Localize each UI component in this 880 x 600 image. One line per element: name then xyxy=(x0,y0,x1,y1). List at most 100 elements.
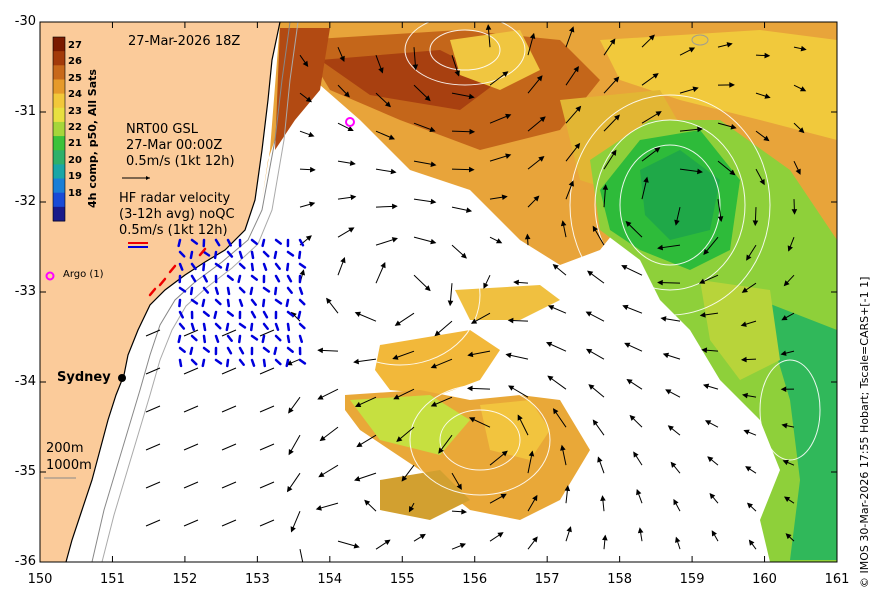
argo-legend-label: Argo (1) xyxy=(63,269,104,280)
current-arrow xyxy=(145,405,161,413)
hf-vector xyxy=(286,250,295,257)
current-arrow-head xyxy=(466,385,473,392)
current-arrow-head xyxy=(717,216,724,223)
current-arrow xyxy=(145,519,161,527)
current-arrow-head xyxy=(468,93,475,100)
current-arrow-head xyxy=(305,96,312,103)
current-arrow xyxy=(221,481,237,489)
hf-vector xyxy=(226,334,233,342)
cbar-tick: 18 xyxy=(68,187,82,199)
current-arrow-head xyxy=(711,530,717,537)
hf-vector xyxy=(225,262,230,272)
hf-vector xyxy=(238,346,245,355)
current-arrow-head xyxy=(752,220,759,227)
current-arrow-head xyxy=(597,456,603,463)
hf-vector xyxy=(250,310,257,319)
hf-vector xyxy=(201,298,206,308)
current-arrow-head xyxy=(763,135,770,142)
current-arrow-head xyxy=(600,495,606,502)
current-arrow-head xyxy=(782,459,789,466)
current-arrow-head xyxy=(657,244,664,251)
hf-vector xyxy=(274,298,283,305)
current-arrow-head xyxy=(485,24,492,30)
hf-vector xyxy=(250,334,259,341)
current-arrow-head xyxy=(501,194,508,201)
hf-vector xyxy=(298,250,302,260)
current-arrow-head xyxy=(613,76,620,83)
hf-vector xyxy=(226,286,231,296)
credit-text: © IMOS 30-Mar-2026 17:55 Hobart; Tscale=… xyxy=(858,276,871,588)
hf-vector xyxy=(238,286,246,294)
current-arrow-head xyxy=(746,254,752,261)
cbar-tick: 24 xyxy=(68,89,82,101)
colorbar: 4h comp, p50, All Sats xyxy=(52,36,99,222)
cbar-tick: 20 xyxy=(68,154,82,166)
hf-vector xyxy=(238,358,245,366)
current-arrow-head xyxy=(315,505,322,511)
hf-vector xyxy=(286,262,290,272)
current-arrow-head xyxy=(349,160,356,166)
current-arrow xyxy=(183,405,199,413)
current-arrow-head xyxy=(799,86,807,92)
hf-vector xyxy=(178,358,183,368)
hf-vector xyxy=(237,274,242,284)
current-arrow-head xyxy=(483,282,489,289)
current-arrow-head xyxy=(621,265,628,271)
hf-vector xyxy=(178,286,187,293)
hf-vector xyxy=(202,250,211,257)
x-tick-label: 152 xyxy=(172,572,198,587)
current-arrow-head xyxy=(791,209,798,215)
current-arrow-head xyxy=(286,486,293,493)
current-arrow-head xyxy=(665,389,672,395)
hf-vector xyxy=(189,346,194,356)
current-arrow-head xyxy=(288,407,294,414)
current-arrow-head xyxy=(566,526,572,533)
argo-float-marker[interactable] xyxy=(345,117,355,127)
current-arrow-head xyxy=(675,536,681,543)
current-arrow-head xyxy=(419,533,426,540)
hf-vector xyxy=(238,250,244,259)
current-arrow-head xyxy=(703,383,710,390)
current-arrow-head xyxy=(780,386,787,393)
current-arrow-head xyxy=(517,414,523,421)
hf-vector xyxy=(226,250,234,258)
hf-vector xyxy=(298,238,305,247)
y-tick-label: -36 xyxy=(14,554,36,569)
current-arrow-head xyxy=(532,536,538,543)
colorbar-segment xyxy=(53,178,65,194)
cbar-tick: 25 xyxy=(68,72,82,84)
hf-vector xyxy=(298,334,304,343)
x-tick-label: 160 xyxy=(752,572,777,587)
current-arrow-head xyxy=(673,498,679,506)
current-arrow-head xyxy=(388,134,396,140)
city-label: Sydney xyxy=(57,370,111,385)
current-arrow-head xyxy=(528,450,535,457)
hf-vector xyxy=(213,250,218,260)
current-arrow-head xyxy=(692,86,699,92)
hf-vector xyxy=(285,298,290,308)
current-arrow xyxy=(221,329,237,337)
current-arrow-head xyxy=(626,379,633,385)
colorbar-title: 4h comp, p50, All Sats xyxy=(86,69,99,208)
hf-vector xyxy=(274,286,278,296)
hf-vector xyxy=(213,310,218,320)
hf-vector xyxy=(190,334,198,342)
hf-vector xyxy=(297,310,302,320)
current-arrow-head xyxy=(783,496,791,502)
x-tick-label: 157 xyxy=(534,572,560,587)
current-arrow-head xyxy=(746,502,753,509)
current-arrow-head xyxy=(380,261,386,269)
current-arrow-head xyxy=(560,220,567,227)
isobath-1000m xyxy=(101,22,299,562)
current-arrow-head xyxy=(470,318,478,324)
current-arrow-head xyxy=(743,429,750,435)
cbar-tick: 27 xyxy=(68,40,82,51)
current-arrow-head xyxy=(524,233,531,240)
current-arrow-head xyxy=(609,38,616,45)
current-arrow-head xyxy=(308,131,315,138)
current-arrow-head xyxy=(585,311,592,317)
hf-vector xyxy=(262,322,269,330)
cbar-tick: 23 xyxy=(68,105,82,117)
colorbar-segment xyxy=(53,93,65,109)
